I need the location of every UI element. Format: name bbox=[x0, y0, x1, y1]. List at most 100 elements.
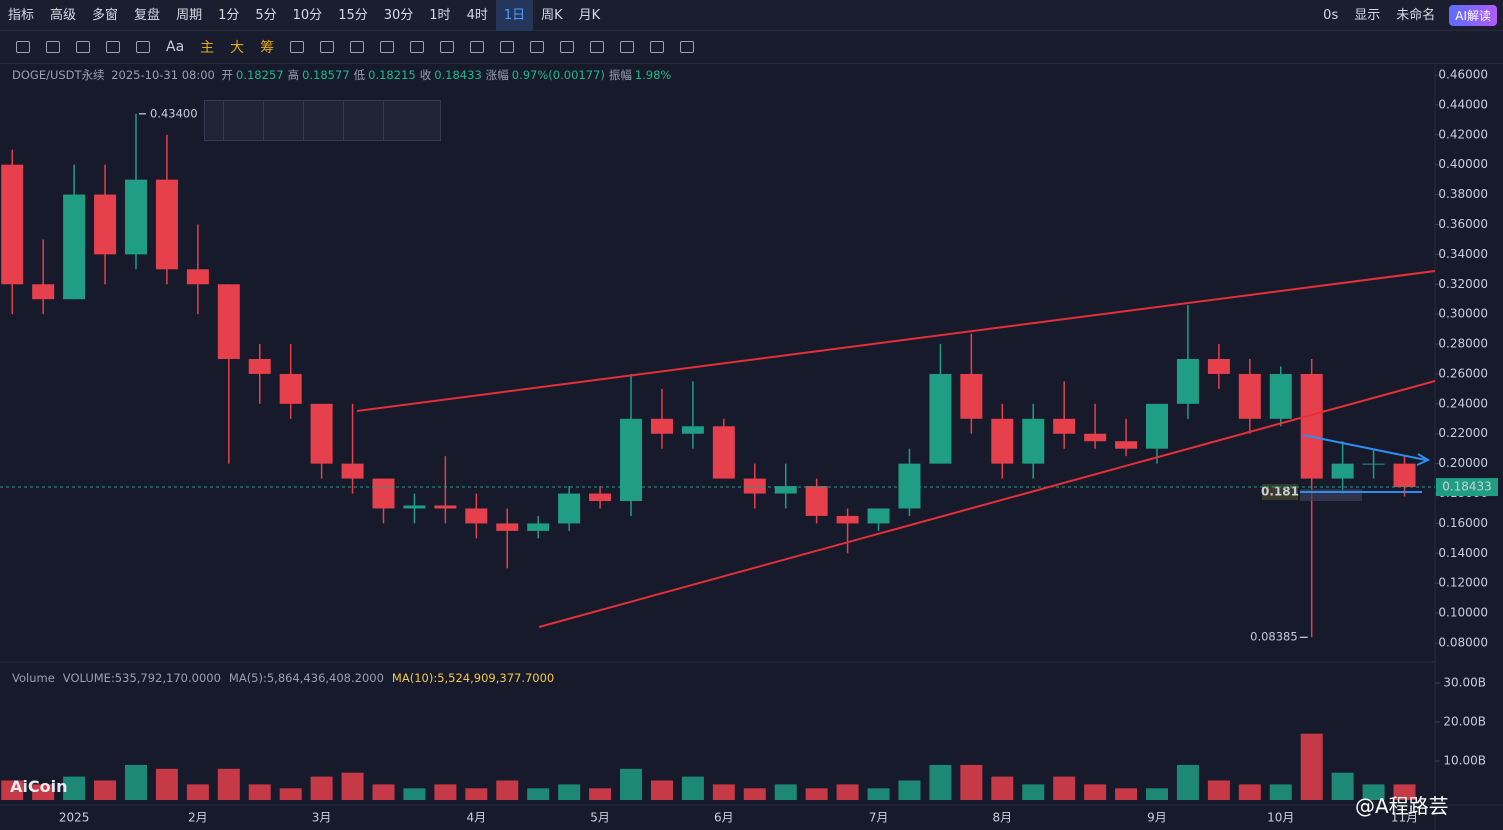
level-zone bbox=[1300, 489, 1362, 502]
menu-item[interactable]: 高级 bbox=[50, 7, 77, 23]
tool[interactable] bbox=[303, 101, 343, 140]
annotation-label: 0.43400 bbox=[150, 106, 198, 120]
draw-tool[interactable]: 主 bbox=[200, 40, 215, 56]
period-menu[interactable]: 周期 bbox=[176, 7, 203, 23]
candle-body bbox=[310, 403, 333, 464]
top-toolbar: 指标 高级 多窗 复盘 周期 1分 5分 10分 15分 30分 1时 4时 1日 周K 月K 0s 显示 未命名… bbox=[0, 0, 1503, 31]
symbol[interactable]: DOGE/USDT永续 bbox=[12, 68, 105, 82]
y-tick-label: 0.28000 bbox=[1438, 337, 1488, 351]
draw-tool[interactable]: Aa bbox=[166, 39, 185, 55]
ohlc-info: DOGE/USDT永续 2025-10-31 08:00 开 0.18257 高 0.… bbox=[12, 67, 675, 83]
candle-body bbox=[558, 493, 581, 524]
candle-body bbox=[341, 463, 364, 479]
candle-body bbox=[155, 179, 178, 270]
field-value: 0.18433 bbox=[434, 68, 482, 82]
candle-body bbox=[124, 179, 147, 255]
x-tick-label: 4月 bbox=[466, 811, 486, 825]
interval-button[interactable]: 1时 bbox=[429, 7, 451, 23]
volume-bar bbox=[960, 764, 983, 800]
volume-info: Volume VOLUME:535,792,170.0000 MA(5):5,864… bbox=[12, 671, 562, 685]
menu-item[interactable]: 指标 bbox=[8, 7, 35, 23]
volume-bar bbox=[620, 768, 643, 800]
draw-icon[interactable] bbox=[350, 41, 365, 53]
tool[interactable] bbox=[223, 101, 263, 140]
volume-bar bbox=[186, 784, 209, 800]
tool[interactable] bbox=[383, 101, 423, 140]
interval-button[interactable]: 4时 bbox=[466, 7, 488, 23]
volume-field: MA(10):5,524,909,377.7000 bbox=[391, 671, 555, 685]
draw-icon[interactable] bbox=[16, 41, 30, 53]
drawing-toolbar: Aa 主大筹 bbox=[0, 31, 1503, 64]
draw-icon[interactable] bbox=[500, 41, 515, 53]
field-label: 收 bbox=[419, 68, 432, 82]
candle-body bbox=[527, 523, 550, 531]
draw-icon[interactable] bbox=[620, 41, 635, 53]
interval-button[interactable]: 周K bbox=[541, 7, 563, 23]
candle-body bbox=[898, 463, 921, 509]
volume-bar bbox=[1393, 784, 1416, 800]
y-tick-label: 0.36000 bbox=[1438, 217, 1488, 231]
draw-icon[interactable] bbox=[680, 41, 695, 53]
interval-button[interactable]: 月K bbox=[578, 7, 601, 23]
draw-icon[interactable] bbox=[410, 41, 425, 53]
tool[interactable] bbox=[343, 101, 383, 140]
draw-icon[interactable] bbox=[46, 41, 60, 53]
draw-icon[interactable] bbox=[380, 41, 395, 53]
menu-item[interactable]: 未命名 bbox=[1396, 7, 1436, 23]
volume-bar bbox=[1053, 776, 1076, 800]
trend-line[interactable] bbox=[356, 270, 1436, 412]
draw-icon[interactable] bbox=[560, 41, 575, 53]
draw-icon[interactable] bbox=[76, 41, 90, 53]
time: 2025-10-31 08:00 bbox=[111, 68, 215, 82]
x-tick-label: 11月 bbox=[1391, 811, 1418, 825]
candle-body bbox=[929, 373, 952, 464]
candle-body bbox=[774, 486, 797, 494]
volume-bar bbox=[155, 768, 178, 800]
ai-button[interactable]: AI解读 bbox=[1449, 4, 1497, 26]
menu-item[interactable]: 多窗 bbox=[92, 7, 119, 23]
volume-bar bbox=[310, 776, 333, 800]
volume-bar bbox=[743, 788, 766, 800]
field-value: 0.18215 bbox=[368, 68, 416, 82]
interval-button[interactable]: 10分 bbox=[292, 7, 323, 23]
volume-bar bbox=[867, 788, 890, 800]
drag-handle[interactable] bbox=[205, 101, 223, 140]
interval-button[interactable]: 15分 bbox=[338, 7, 368, 23]
candle-body bbox=[1269, 373, 1292, 419]
volume-bar bbox=[1, 780, 24, 800]
interval-button[interactable]: 1分 bbox=[218, 7, 240, 23]
draw-icon[interactable] bbox=[440, 41, 455, 53]
draw-icon[interactable] bbox=[530, 41, 545, 53]
candle-body bbox=[743, 478, 766, 494]
menu-item[interactable]: 显示 bbox=[1354, 7, 1381, 23]
menu-item[interactable]: 复盘 bbox=[134, 7, 161, 23]
draw-icon[interactable] bbox=[136, 41, 150, 53]
y-tick-label: 0.26000 bbox=[1438, 366, 1488, 380]
candle-body bbox=[94, 194, 117, 255]
volume-bar bbox=[248, 784, 271, 800]
interval-button[interactable]: 1日 bbox=[495, 0, 534, 31]
draw-icon[interactable] bbox=[106, 41, 120, 53]
watermark: AiCoin bbox=[10, 777, 68, 796]
draw-icon[interactable] bbox=[470, 41, 485, 53]
draw-tool[interactable]: 筹 bbox=[260, 40, 275, 56]
draw-icon[interactable] bbox=[320, 41, 335, 53]
trend-line[interactable] bbox=[538, 380, 1436, 628]
interval-button[interactable]: 5分 bbox=[255, 7, 277, 23]
menu-item[interactable]: 0s bbox=[1323, 7, 1339, 23]
volume-bar bbox=[1084, 784, 1107, 800]
y-tick-label: 0.46000 bbox=[1438, 68, 1488, 82]
volume-bar bbox=[496, 780, 519, 800]
interval-button[interactable]: 30分 bbox=[383, 7, 414, 23]
trend-line[interactable] bbox=[1302, 434, 1427, 461]
draw-icon[interactable] bbox=[590, 41, 605, 53]
draw-icon[interactable] bbox=[290, 41, 305, 53]
candle-body bbox=[63, 194, 86, 300]
draw-icon[interactable] bbox=[650, 41, 665, 53]
draw-tool[interactable]: 大 bbox=[230, 40, 245, 56]
volume-bar bbox=[1238, 784, 1261, 800]
candle-body bbox=[1176, 359, 1199, 404]
x-tick-label: 2月 bbox=[188, 811, 208, 825]
tool[interactable] bbox=[263, 101, 303, 140]
